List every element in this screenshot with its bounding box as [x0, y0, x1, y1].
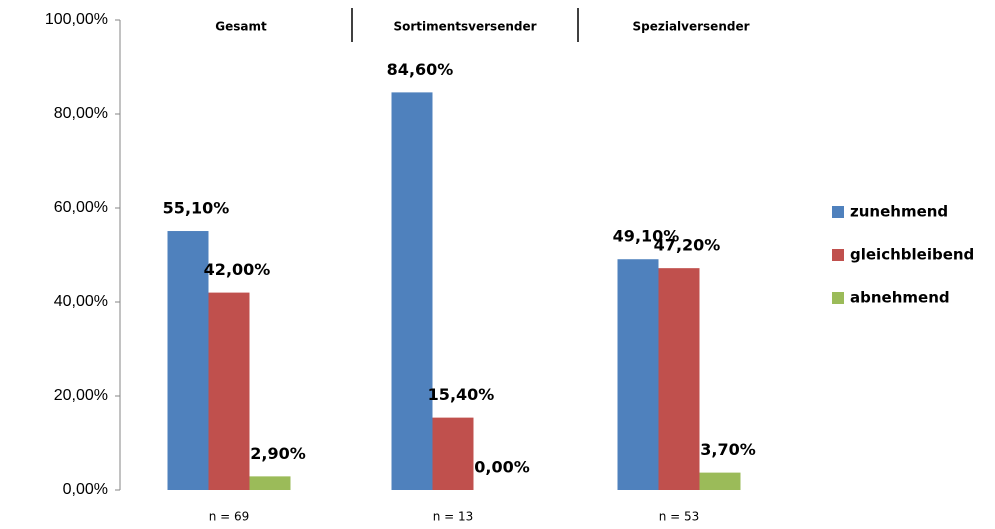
data-label: 15,40% [428, 385, 495, 404]
data-label: 0,00% [474, 458, 530, 477]
category-note: n = 69 [209, 510, 250, 524]
category-header: Sortimentsversender [393, 20, 536, 34]
data-label: 47,20% [654, 236, 721, 255]
category-note: n = 13 [433, 510, 474, 524]
y-tick-label: 0,00% [63, 481, 108, 498]
bar [391, 92, 433, 490]
bar [699, 472, 741, 490]
legend-label: zunehmend [850, 203, 948, 221]
data-label: 49,10% [613, 227, 680, 246]
legend-swatch [832, 249, 844, 261]
y-tick-label: 20,00% [54, 387, 108, 404]
bar [249, 476, 291, 490]
bar [208, 292, 250, 490]
data-label: 42,00% [204, 260, 271, 279]
data-label: 55,10% [163, 199, 230, 218]
category-header: Spezialversender [632, 20, 749, 34]
legend-swatch [832, 206, 844, 218]
bar [658, 268, 700, 490]
bar [167, 231, 209, 490]
y-tick-label: 100,00% [45, 11, 108, 28]
legend-label: gleichbleibend [850, 246, 974, 264]
data-label: 84,60% [387, 60, 454, 79]
bar [432, 417, 474, 490]
y-tick-label: 60,00% [54, 199, 108, 216]
data-label: 2,90% [250, 444, 306, 463]
bar [617, 259, 659, 490]
y-tick-label: 80,00% [54, 105, 108, 122]
legend-label: abnehmend [850, 289, 950, 307]
legend-swatch [832, 292, 844, 304]
data-label: 3,70% [700, 440, 756, 459]
category-note: n = 53 [659, 510, 700, 524]
category-header: Gesamt [215, 20, 267, 34]
y-tick-label: 40,00% [54, 293, 108, 310]
